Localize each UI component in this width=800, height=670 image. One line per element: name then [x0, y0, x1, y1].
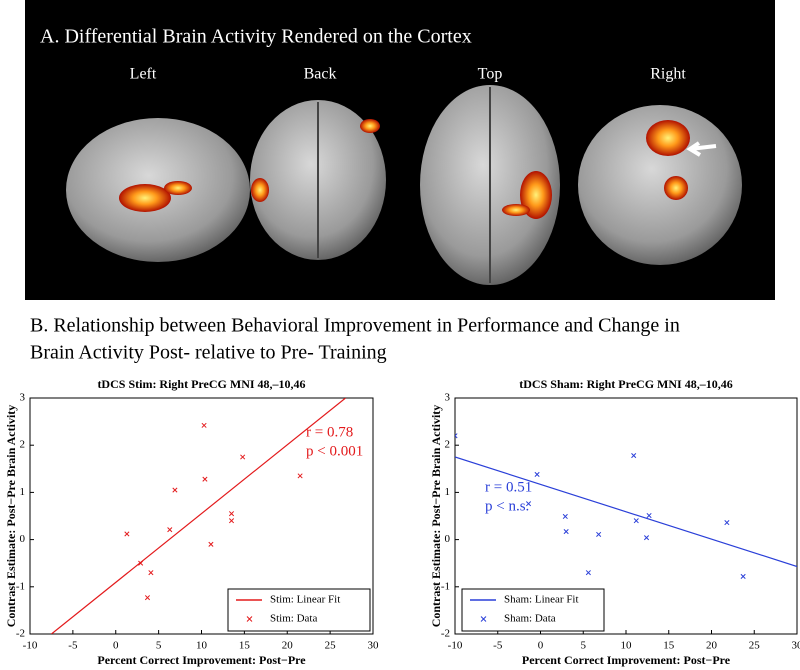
x-tick-label: 5 — [156, 640, 162, 652]
view-label: Top — [478, 66, 503, 83]
x-tick-label: 5 — [581, 640, 587, 652]
data-point — [643, 535, 650, 541]
data-point — [740, 573, 746, 579]
data-point — [585, 570, 591, 576]
brain-right — [578, 105, 742, 265]
data-point — [646, 512, 652, 519]
annotation: r = 0.51 — [485, 479, 532, 495]
y-tick-label: 1 — [20, 486, 26, 498]
x-tick-label: 25 — [325, 640, 337, 652]
panel-a-title: A. Differential Brain Activity Rendered … — [40, 26, 472, 48]
x-axis-label: Percent Correct Improvement: Post−Pre — [97, 653, 306, 667]
legend-label: Stim: Data — [270, 613, 317, 625]
data-point — [228, 511, 235, 517]
data-point — [144, 595, 151, 601]
x-tick-label: 0 — [113, 640, 119, 652]
y-tick-label: -2 — [441, 628, 450, 640]
x-tick-label: 10 — [621, 640, 633, 652]
data-point — [596, 531, 602, 537]
y-tick-label: -2 — [16, 628, 25, 640]
legend-box — [227, 588, 371, 632]
data-point — [563, 529, 569, 535]
y-tick-label: 3 — [445, 392, 451, 404]
y-tick-label: 0 — [20, 533, 26, 545]
data-point — [228, 518, 235, 524]
data-point — [297, 473, 303, 479]
x-tick-label: 30 — [368, 640, 380, 652]
view-label: Back — [304, 66, 337, 83]
legend-label: Sham: Data — [504, 613, 556, 625]
data-point — [201, 422, 207, 428]
view-label: Left — [130, 66, 157, 83]
data-point — [167, 527, 173, 533]
data-point — [525, 501, 532, 507]
data-point — [240, 454, 246, 460]
x-tick-label: 0 — [538, 640, 544, 652]
data-point — [202, 476, 208, 482]
y-tick-label: 1 — [445, 486, 451, 498]
data-point — [562, 513, 568, 520]
y-tick-label: 2 — [20, 439, 26, 451]
data-point — [208, 541, 214, 547]
view-label: Right — [650, 66, 686, 83]
x-tick-label: 10 — [196, 640, 208, 652]
x-axis-label: Percent Correct Improvement: Post−Pre — [522, 653, 731, 667]
data-point — [138, 560, 144, 566]
data-point — [455, 433, 458, 439]
legend-label: Stim: Linear Fit — [270, 594, 340, 606]
data-point — [724, 520, 730, 526]
data-point — [633, 518, 639, 524]
plot-area — [51, 398, 346, 634]
brain-top — [420, 85, 560, 285]
data-point — [148, 570, 154, 576]
annotation: p < n.s. — [485, 498, 529, 514]
x-tick-label: 25 — [749, 640, 761, 652]
plot-area — [455, 433, 797, 579]
y-tick-label: -1 — [16, 580, 25, 592]
brain-left — [66, 118, 250, 262]
x-tick-label: -5 — [68, 640, 78, 652]
annotation: r = 0.78 — [306, 424, 353, 440]
y-tick-label: -1 — [441, 580, 450, 592]
legend-swatch — [480, 616, 487, 622]
data-point — [172, 487, 178, 493]
x-tick-label: 15 — [239, 640, 251, 652]
legend-box — [461, 588, 605, 632]
x-tick-label: 20 — [706, 640, 718, 652]
x-tick-label: 30 — [792, 640, 800, 652]
x-tick-label: -5 — [493, 640, 503, 652]
panel-b-title: Brain Activity Post- relative to Pre- Tr… — [30, 342, 387, 364]
y-tick-label: 2 — [445, 439, 451, 451]
fit-line — [455, 456, 797, 568]
annotation: p < 0.001 — [306, 443, 363, 459]
chart-title: tDCS Stim: Right PreCG MNI 48,–10,46 — [97, 377, 305, 391]
y-axis-label: Contrast Estimate: Post−Pre Brain Activi… — [429, 405, 443, 628]
chart-title: tDCS Sham: Right PreCG MNI 48,–10,46 — [519, 377, 732, 391]
data-point — [124, 531, 130, 537]
data-point — [631, 453, 637, 459]
legend-swatch — [246, 616, 253, 622]
x-tick-label: 15 — [663, 640, 675, 652]
y-tick-label: 3 — [20, 392, 26, 404]
brain-back — [250, 100, 386, 260]
data-point — [534, 471, 540, 478]
x-tick-label: -10 — [448, 640, 463, 652]
y-axis-label: Contrast Estimate: Post−Pre Brain Activi… — [4, 405, 18, 628]
y-tick-label: 0 — [445, 533, 451, 545]
legend-label: Sham: Linear Fit — [504, 594, 579, 606]
x-tick-label: 20 — [282, 640, 294, 652]
fit-line — [51, 398, 346, 634]
panel-b-title: B. Relationship between Behavioral Impro… — [30, 315, 680, 337]
x-tick-label: -10 — [23, 640, 38, 652]
